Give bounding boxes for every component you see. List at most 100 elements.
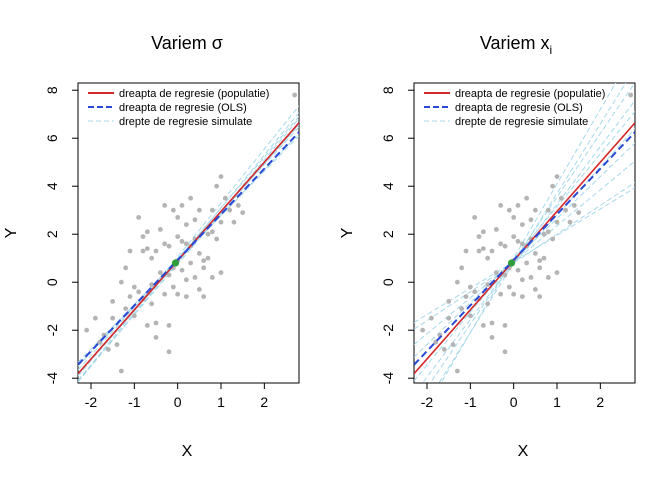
simulated-regression-line xyxy=(414,111,635,382)
data-point xyxy=(170,284,176,290)
data-point xyxy=(628,92,634,98)
data-point xyxy=(463,294,469,299)
data-point xyxy=(502,243,508,249)
simulated-regression-line xyxy=(78,135,299,363)
chart-title: Variem xi xyxy=(480,33,552,57)
data-point xyxy=(563,207,569,213)
data-point xyxy=(454,368,460,374)
simulated-regression-line xyxy=(440,83,617,383)
y-tick-label: 4 xyxy=(380,182,396,190)
plot-frame xyxy=(77,82,300,384)
data-point xyxy=(493,270,499,275)
x-tick-label: 0 xyxy=(174,394,182,410)
data-point xyxy=(127,294,133,299)
data-point xyxy=(201,265,207,271)
data-point xyxy=(140,234,146,240)
data-point xyxy=(528,217,534,223)
data-point xyxy=(550,236,556,242)
data-point xyxy=(175,291,181,297)
data-point xyxy=(467,313,473,319)
legend-label-ols: dreapta de regresie (OLS) xyxy=(119,102,247,114)
data-point xyxy=(179,267,185,273)
data-point xyxy=(519,294,525,299)
y-tick-label: 2 xyxy=(380,230,396,238)
chart-title-subscript: i xyxy=(550,43,553,57)
data-point xyxy=(532,207,538,213)
x-tick-label: -1 xyxy=(464,394,477,410)
plot-frame xyxy=(413,82,636,384)
data-point xyxy=(227,207,233,213)
data-point xyxy=(183,241,189,247)
data-point xyxy=(485,301,491,307)
data-point xyxy=(558,195,564,201)
y-tick-label: 8 xyxy=(380,86,396,94)
data-point xyxy=(541,255,547,261)
chart-title-main: Variem x xyxy=(480,33,550,53)
data-point xyxy=(511,234,517,240)
data-point xyxy=(571,203,577,208)
data-point xyxy=(214,183,220,189)
data-point xyxy=(136,289,142,295)
data-point xyxy=(192,275,198,280)
data-point xyxy=(179,239,185,244)
data-point xyxy=(166,243,172,249)
data-point xyxy=(153,248,159,254)
data-point xyxy=(201,258,207,263)
data-point xyxy=(519,277,525,283)
y-tick-label: -2 xyxy=(44,324,60,337)
data-point xyxy=(441,347,447,352)
data-point xyxy=(519,222,525,228)
data-point xyxy=(157,227,163,232)
data-point xyxy=(105,347,111,352)
data-point xyxy=(162,291,168,297)
data-point xyxy=(127,248,133,254)
data-point xyxy=(498,241,504,247)
data-point xyxy=(545,229,551,235)
x-tick-label: 2 xyxy=(260,394,268,410)
data-point xyxy=(123,306,129,311)
data-point xyxy=(502,349,508,355)
data-point xyxy=(498,291,504,297)
data-point xyxy=(209,229,215,235)
legend-label-ols: dreapta de regresie (OLS) xyxy=(455,102,583,114)
data-point xyxy=(166,272,172,278)
data-point xyxy=(459,265,465,271)
simulated-regression-line xyxy=(414,128,635,374)
data-point xyxy=(92,315,98,321)
data-point xyxy=(157,270,163,275)
simulated-regression-line xyxy=(421,100,635,383)
data-point xyxy=(123,265,129,271)
ols-regression-line xyxy=(414,131,635,366)
data-point xyxy=(144,323,150,328)
data-point xyxy=(485,282,491,287)
data-point xyxy=(153,335,159,340)
data-point xyxy=(205,255,211,261)
data-point xyxy=(149,255,155,261)
x-tick-label: -2 xyxy=(85,394,98,410)
y-axis-label: Y xyxy=(339,227,356,238)
data-point xyxy=(118,368,124,374)
data-point xyxy=(498,203,504,208)
data-point xyxy=(511,291,517,297)
data-point xyxy=(537,294,543,299)
data-point xyxy=(511,215,517,220)
ols-regression-line xyxy=(78,131,299,366)
data-point xyxy=(506,207,512,213)
data-point xyxy=(218,174,224,180)
x-tick-label: 1 xyxy=(553,394,561,410)
data-point xyxy=(532,251,538,256)
data-point xyxy=(149,282,155,287)
simulated-regression-line xyxy=(414,181,635,330)
chart-title: Variem σ xyxy=(151,33,223,53)
legend-label-population: dreapta de regresie (populatie) xyxy=(119,88,269,100)
data-point xyxy=(209,207,215,213)
simulated-regression-line xyxy=(414,142,635,358)
data-point xyxy=(576,210,582,216)
y-tick-label: 2 xyxy=(44,230,60,238)
data-point xyxy=(472,289,478,295)
data-point xyxy=(183,277,189,283)
data-point xyxy=(454,279,460,285)
data-point xyxy=(541,231,547,237)
data-point xyxy=(472,215,478,220)
data-point xyxy=(433,339,439,345)
